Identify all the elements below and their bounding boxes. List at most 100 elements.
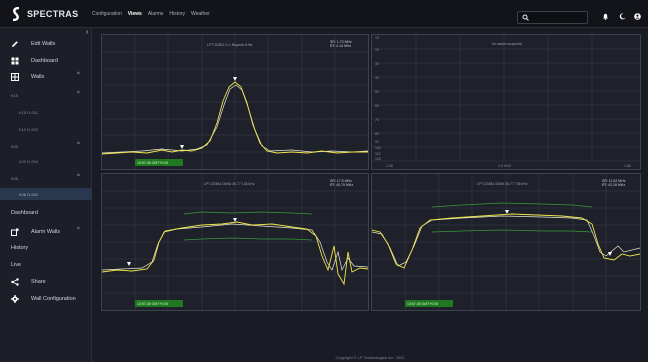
search-icon bbox=[522, 14, 529, 21]
x-tick: 1.5 GHZ bbox=[498, 164, 512, 168]
y-tick: 120 bbox=[375, 157, 381, 161]
spectrum-panel-1[interactable]: LPT-003B1 K-1 Biqanta H-ffa SR: 1.73 MHz… bbox=[101, 34, 369, 170]
nav-weather[interactable]: Weather bbox=[190, 11, 210, 17]
y-tick: 100 bbox=[375, 146, 381, 150]
bell-icon[interactable] bbox=[602, 13, 609, 20]
gear-icon bbox=[11, 295, 19, 303]
nav-configuration[interactable]: Configuration bbox=[92, 11, 122, 17]
y-tick: 70 bbox=[375, 118, 379, 122]
sidebar-item-dashboard[interactable]: Dashboard bbox=[0, 54, 92, 68]
spectrum-plot-1[interactable]: LPT-003B1 K-1 Biqanta H-ffa SR: 1.73 MHz… bbox=[102, 35, 368, 169]
timestamp-text: 13:57:28 GMT+0:00 bbox=[137, 302, 168, 306]
panel-title: LPT-003B1 D69A 36.77 136 kHz bbox=[204, 182, 255, 186]
group-label: K20 bbox=[11, 144, 19, 149]
grid bbox=[102, 35, 368, 169]
footer-copyright: Copyright © LP Technologies Inc. 2021 bbox=[335, 355, 405, 360]
sidebar-item-share[interactable]: Share bbox=[0, 275, 92, 289]
sidebar-active-highlight bbox=[0, 188, 92, 200]
spectrum-panel-2[interactable]: 10 20 30 40 50 60 70 80 90 100 110 120 1… bbox=[371, 34, 641, 170]
x-axis-ticks: 1.00 1.5 GHZ 1.80 bbox=[386, 164, 631, 168]
sidebar-item-label: Wall Configuration bbox=[31, 296, 76, 302]
stat-line: RT: 4.14 MHz bbox=[330, 44, 351, 48]
sidebar-item-wall-configuration[interactable]: Wall Configuration bbox=[0, 292, 92, 306]
sidebar-subitem[interactable]: K10 D-003 bbox=[19, 127, 39, 132]
marker-icon bbox=[127, 262, 131, 266]
trace-live bbox=[102, 81, 368, 155]
grid bbox=[372, 174, 640, 310]
sidebar-item-alarm-walls[interactable]: Alarm Walls ^ bbox=[0, 225, 92, 239]
sidebar-item-edit-walls[interactable]: Edit Walls bbox=[0, 37, 92, 51]
mask-lower bbox=[183, 237, 313, 241]
sidebar-item-history[interactable]: History bbox=[0, 241, 92, 255]
nav-views[interactable]: Views bbox=[127, 11, 142, 17]
share-icon bbox=[11, 278, 19, 286]
y-tick: 60 bbox=[375, 104, 379, 108]
y-tick: 80 bbox=[375, 132, 379, 136]
moon-icon[interactable] bbox=[619, 13, 626, 20]
y-tick: 30 bbox=[375, 62, 379, 66]
trace-live bbox=[102, 221, 368, 286]
y-tick: 10 bbox=[375, 36, 379, 40]
sidebar-item-live[interactable]: Live bbox=[0, 258, 92, 272]
y-tick: 50 bbox=[375, 90, 379, 94]
sidebar-group-k26[interactable]: K26 ^ bbox=[0, 172, 92, 186]
spectras-logo-icon[interactable] bbox=[10, 7, 22, 21]
user-account-icon[interactable] bbox=[634, 13, 641, 20]
marker-icon bbox=[180, 145, 184, 149]
trace-reference bbox=[372, 215, 640, 267]
chevron-up-icon: ^ bbox=[77, 142, 80, 148]
marker-icon bbox=[608, 252, 612, 256]
sidebar-item-label: Share bbox=[31, 279, 46, 285]
sidebar-group-k10[interactable]: K10 ^ bbox=[0, 89, 92, 103]
empty-snapshot-plot[interactable]: 10 20 30 40 50 60 70 80 90 100 110 120 1… bbox=[372, 35, 640, 169]
sidebar-item-dashboard-2[interactable]: Dashboard bbox=[0, 206, 92, 220]
panel-title: LPT-003B1 D69A 36.77 736 kHz bbox=[477, 182, 528, 186]
timestamp-badge bbox=[135, 159, 183, 166]
search-input[interactable] bbox=[517, 11, 588, 24]
stat-line: SR: 1.73 MHz bbox=[330, 40, 352, 44]
sidebar-group-k20[interactable]: K20 ^ bbox=[0, 140, 92, 154]
grid bbox=[372, 35, 640, 162]
y-tick: 110 bbox=[375, 152, 381, 156]
grid bbox=[102, 174, 368, 310]
chevron-up-icon: ^ bbox=[77, 91, 80, 97]
chevron-up-icon: ^ bbox=[77, 174, 80, 180]
timestamp-badge bbox=[135, 300, 183, 307]
group-label: K26 bbox=[11, 176, 19, 181]
sidebar-item-label: Dashboard bbox=[11, 210, 38, 216]
app-name: SPECTRAS bbox=[27, 9, 79, 19]
spectrum-plot-4[interactable]: LPT-003B1 D69A 36.77 736 kHz SR: 11.52 M… bbox=[372, 174, 640, 310]
sidebar-item-label: Walls bbox=[31, 74, 45, 80]
mask-lower bbox=[431, 229, 593, 233]
stat-line: RT: 42.26 MHz bbox=[602, 183, 625, 187]
peak-marker-icon bbox=[505, 210, 509, 214]
panel-title: No active snapshot bbox=[492, 42, 522, 46]
sidebar-subitem[interactable]: K20 D-004 bbox=[19, 159, 39, 164]
grid-icon bbox=[11, 73, 19, 81]
stat-line: RT: 40.70 MHz bbox=[330, 183, 353, 187]
spectrum-plot-3[interactable]: LPT-003B1 D69A 36.77 136 kHz SR: 17.5 MH… bbox=[102, 174, 368, 310]
sidebar-item-label: Alarm Walls bbox=[31, 229, 61, 235]
sidebar-subitem-active[interactable]: K26 D-002 bbox=[19, 192, 39, 197]
timestamp-text: 13:57:28 GMT+0:00 bbox=[407, 302, 438, 306]
chevron-up-icon: ^ bbox=[77, 227, 80, 233]
trace-reference bbox=[102, 84, 368, 154]
panel-title: LPT-003B1 K-1 Biqanta H-ffa bbox=[207, 43, 252, 47]
spectrum-panel-4[interactable]: LPT-003B1 D69A 36.77 736 kHz SR: 11.52 M… bbox=[371, 173, 641, 311]
pencil-icon bbox=[12, 41, 18, 47]
x-tick: 1.80 bbox=[624, 164, 631, 168]
peak-marker-icon bbox=[233, 218, 237, 222]
nav-history[interactable]: History bbox=[169, 11, 185, 17]
sidebar-item-walls[interactable]: Walls ^ bbox=[0, 70, 92, 84]
sidebar-item-label: Live bbox=[11, 262, 22, 268]
mask-upper bbox=[431, 202, 593, 208]
sidebar-item-label: Edit Walls bbox=[31, 41, 56, 47]
sidebar-item-label: Dashboard bbox=[31, 58, 58, 64]
group-label: K10 bbox=[11, 93, 19, 98]
spectrum-panel-3[interactable]: LPT-003B1 D69A 36.77 136 kHz SR: 17.5 MH… bbox=[101, 173, 369, 311]
nav-alarms[interactable]: Alarms bbox=[147, 11, 164, 17]
trace-live bbox=[372, 213, 640, 269]
peak-marker-icon bbox=[233, 77, 237, 81]
sidebar-subitem[interactable]: K10 D-001 bbox=[19, 110, 39, 115]
sidebar-collapse-icon[interactable]: ‹ bbox=[86, 29, 89, 36]
